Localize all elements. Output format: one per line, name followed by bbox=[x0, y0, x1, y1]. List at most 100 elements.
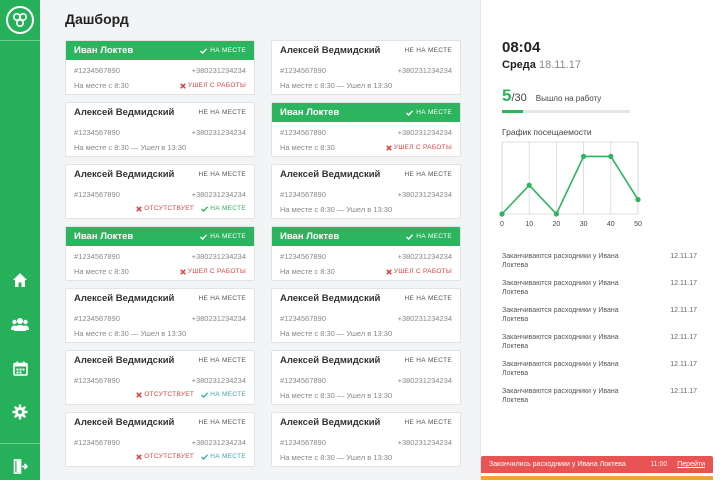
status-tag[interactable]: УШЕЛ С РАБОТЫ bbox=[386, 268, 452, 275]
employee-name: Иван Локтев bbox=[74, 45, 134, 56]
notice-item[interactable]: Заканчиваются расходники у Ивана Локтева… bbox=[502, 279, 697, 297]
weekday: Среда bbox=[502, 59, 536, 71]
presence-status-label: НА МЕСТЕ bbox=[210, 47, 246, 54]
presence-status-label: НЕ НА МЕСТЕ bbox=[404, 47, 452, 54]
card-times: На месте с 8:30 — Ушел в 13:30 bbox=[280, 329, 452, 338]
employee-card[interactable]: Алексей Ведмидский НЕ НА МЕСТЕ #1234567890… bbox=[271, 412, 461, 467]
employee-phone: +380231234234 bbox=[397, 252, 452, 261]
card-header: Алексей Ведмидский НЕ НА МЕСТЕ bbox=[272, 289, 460, 308]
employee-name: Алексей Ведмидский bbox=[74, 107, 175, 118]
settings-icon[interactable] bbox=[0, 398, 40, 426]
notice-date: 12.11.17 bbox=[670, 388, 697, 395]
notice-item[interactable]: Заканчиваются расходники у Ивана Локтева… bbox=[502, 306, 697, 324]
employee-card[interactable]: Алексей Ведмидский НЕ НА МЕСТЕ #1234567890… bbox=[271, 288, 461, 343]
status-tag-label: ОТСУТСТВУЕТ bbox=[144, 205, 195, 212]
page-title: Дашборд bbox=[65, 11, 129, 27]
employee-card[interactable]: Иван Локтев НА МЕСТЕ #1234567890 +380231234… bbox=[271, 226, 461, 281]
employee-phone: +380231234234 bbox=[191, 190, 246, 199]
chart-point bbox=[635, 197, 641, 203]
employee-phone: +380231234234 bbox=[397, 438, 452, 447]
status-tag[interactable]: УШЕЛ С РАБОТЫ bbox=[180, 268, 246, 275]
x-tick-label: 0 bbox=[500, 221, 504, 228]
status-tag[interactable]: НА МЕСТЕ bbox=[201, 205, 246, 212]
employee-phone: +380231234234 bbox=[397, 190, 452, 199]
logout-icon[interactable] bbox=[0, 452, 40, 480]
status-tag[interactable]: НА МЕСТЕ bbox=[201, 453, 246, 460]
employee-card[interactable]: Алексей Ведмидский НЕ НА МЕСТЕ #1234567890… bbox=[271, 40, 461, 95]
card-header: Алексей Ведмидский НЕ НА МЕСТЕ bbox=[66, 165, 254, 184]
notice-item[interactable]: Заканчиваются расходники у Ивана Локтева… bbox=[502, 333, 697, 351]
employee-card[interactable]: Алексей Ведмидский НЕ НА МЕСТЕ #1234567890… bbox=[65, 412, 255, 467]
employee-card[interactable]: Алексей Ведмидский НЕ НА МЕСТЕ #1234567890… bbox=[271, 350, 461, 405]
employee-card[interactable]: Иван Локтев НА МЕСТЕ #1234567890 +380231234… bbox=[65, 40, 255, 95]
employee-code: #1234567890 bbox=[280, 190, 326, 199]
employee-card[interactable]: Алексей Ведмидский НЕ НА МЕСТЕ #1234567890… bbox=[65, 288, 255, 343]
presence-status: НА МЕСТЕ bbox=[200, 47, 246, 54]
presence-status: НЕ НА МЕСТЕ bbox=[404, 419, 452, 426]
notice-text: Заканчиваются расходники у Ивана Локтева bbox=[502, 253, 619, 269]
employee-name: Алексей Ведмидский bbox=[74, 293, 175, 304]
employee-name: Алексей Ведмидский bbox=[74, 169, 175, 180]
status-tag[interactable]: ОТСУТСТВУЕТ bbox=[136, 391, 194, 398]
card-times: На месте с 8:30 УШЕЛ С РАБОТЫ bbox=[74, 267, 246, 276]
presence-status-label: НА МЕСТЕ bbox=[416, 233, 452, 240]
employee-name: Иван Локтев bbox=[280, 231, 340, 242]
cross-icon bbox=[136, 205, 143, 212]
status-tag-label: УШЕЛ С РАБОТЫ bbox=[187, 268, 246, 275]
presence-status-label: НЕ НА МЕСТЕ bbox=[404, 295, 452, 302]
present-count: 5 bbox=[502, 86, 512, 105]
status-tag[interactable]: НА МЕСТЕ bbox=[201, 391, 246, 398]
presence-status: НА МЕСТЕ bbox=[406, 109, 452, 116]
check-icon bbox=[201, 391, 209, 398]
alert-link[interactable]: Перейти bbox=[677, 461, 705, 468]
x-tick-label: 50 bbox=[634, 221, 642, 228]
notice-item[interactable]: Заканчиваются расходники у Ивана Локтева… bbox=[502, 360, 697, 378]
calendar-icon[interactable] bbox=[0, 354, 40, 382]
info-panel: 08:04 Среда 18.11.17 5 /30 Вышло на рабо… bbox=[480, 0, 720, 480]
employee-code: #1234567890 bbox=[280, 128, 326, 137]
card-contacts: #1234567890 +380231234234 bbox=[280, 190, 452, 199]
employee-card[interactable]: Алексей Ведмидский НЕ НА МЕСТЕ #1234567890… bbox=[65, 350, 255, 405]
notice-item[interactable]: Заканчиваются расходники у Ивана Локтева… bbox=[502, 252, 697, 270]
employee-name: Алексей Ведмидский bbox=[280, 169, 381, 180]
status-tag[interactable]: УШЕЛ С РАБОТЫ bbox=[386, 144, 452, 151]
status-tag[interactable]: ОТСУТСТВУЕТ bbox=[136, 453, 194, 460]
sidebar bbox=[0, 0, 40, 480]
card-header: Алексей Ведмидский НЕ НА МЕСТЕ bbox=[272, 351, 460, 370]
presence-status-label: НЕ НА МЕСТЕ bbox=[404, 419, 452, 426]
employee-card[interactable]: Иван Локтев НА МЕСТЕ #1234567890 +380231234… bbox=[65, 226, 255, 281]
users-icon[interactable] bbox=[0, 310, 40, 338]
date-row: Среда 18.11.17 bbox=[502, 59, 581, 71]
logo-icon[interactable] bbox=[6, 6, 34, 34]
status-tag-label: УШЕЛ С РАБОТЫ bbox=[187, 82, 246, 89]
card-times: ОТСУТСТВУЕТ НА МЕСТЕ bbox=[74, 453, 246, 460]
employee-phone: +380231234234 bbox=[191, 128, 246, 137]
employee-name: Иван Локтев bbox=[280, 107, 340, 118]
employee-card[interactable]: Алексей Ведмидский НЕ НА МЕСТЕ #1234567890… bbox=[271, 164, 461, 219]
attendance-count: 5 /30 Вышло на работу bbox=[502, 86, 601, 106]
home-icon[interactable] bbox=[0, 266, 40, 294]
card-times: ОТСУТСТВУЕТ НА МЕСТЕ bbox=[74, 205, 246, 212]
attendance-progress bbox=[502, 110, 630, 113]
card-times: ОТСУТСТВУЕТ НА МЕСТЕ bbox=[74, 391, 246, 398]
employee-name: Алексей Ведмидский bbox=[280, 293, 381, 304]
employee-card[interactable]: Алексей Ведмидский НЕ НА МЕСТЕ #1234567890… bbox=[65, 164, 255, 219]
chart-series-line bbox=[501, 155, 639, 216]
card-times: На месте с 8:30 УШЕЛ С РАБОТЫ bbox=[280, 143, 452, 152]
cross-icon bbox=[180, 82, 186, 89]
cross-icon bbox=[386, 144, 392, 151]
employee-card[interactable]: Алексей Ведмидский НЕ НА МЕСТЕ #1234567890… bbox=[65, 102, 255, 157]
card-contacts: #1234567890 +380231234234 bbox=[280, 314, 452, 323]
presence-status: НЕ НА МЕСТЕ bbox=[198, 357, 246, 364]
status-tag[interactable]: ОТСУТСТВУЕТ bbox=[136, 205, 194, 212]
status-tag[interactable]: УШЕЛ С РАБОТЫ bbox=[180, 82, 246, 89]
notice-item[interactable]: Заканчиваются расходники у Ивана Локтева… bbox=[502, 387, 697, 405]
presence-status: НА МЕСТЕ bbox=[200, 233, 246, 240]
employee-code: #1234567890 bbox=[74, 438, 120, 447]
employee-card[interactable]: Иван Локтев НА МЕСТЕ #1234567890 +380231234… bbox=[271, 102, 461, 157]
employee-name: Алексей Ведмидский bbox=[280, 45, 381, 56]
chart-point bbox=[581, 153, 587, 159]
alert-text: Закончились расходники у Ивана Локтева bbox=[489, 461, 626, 468]
chart-point bbox=[608, 153, 614, 159]
status-tag-label: УШЕЛ С РАБОТЫ bbox=[393, 268, 452, 275]
